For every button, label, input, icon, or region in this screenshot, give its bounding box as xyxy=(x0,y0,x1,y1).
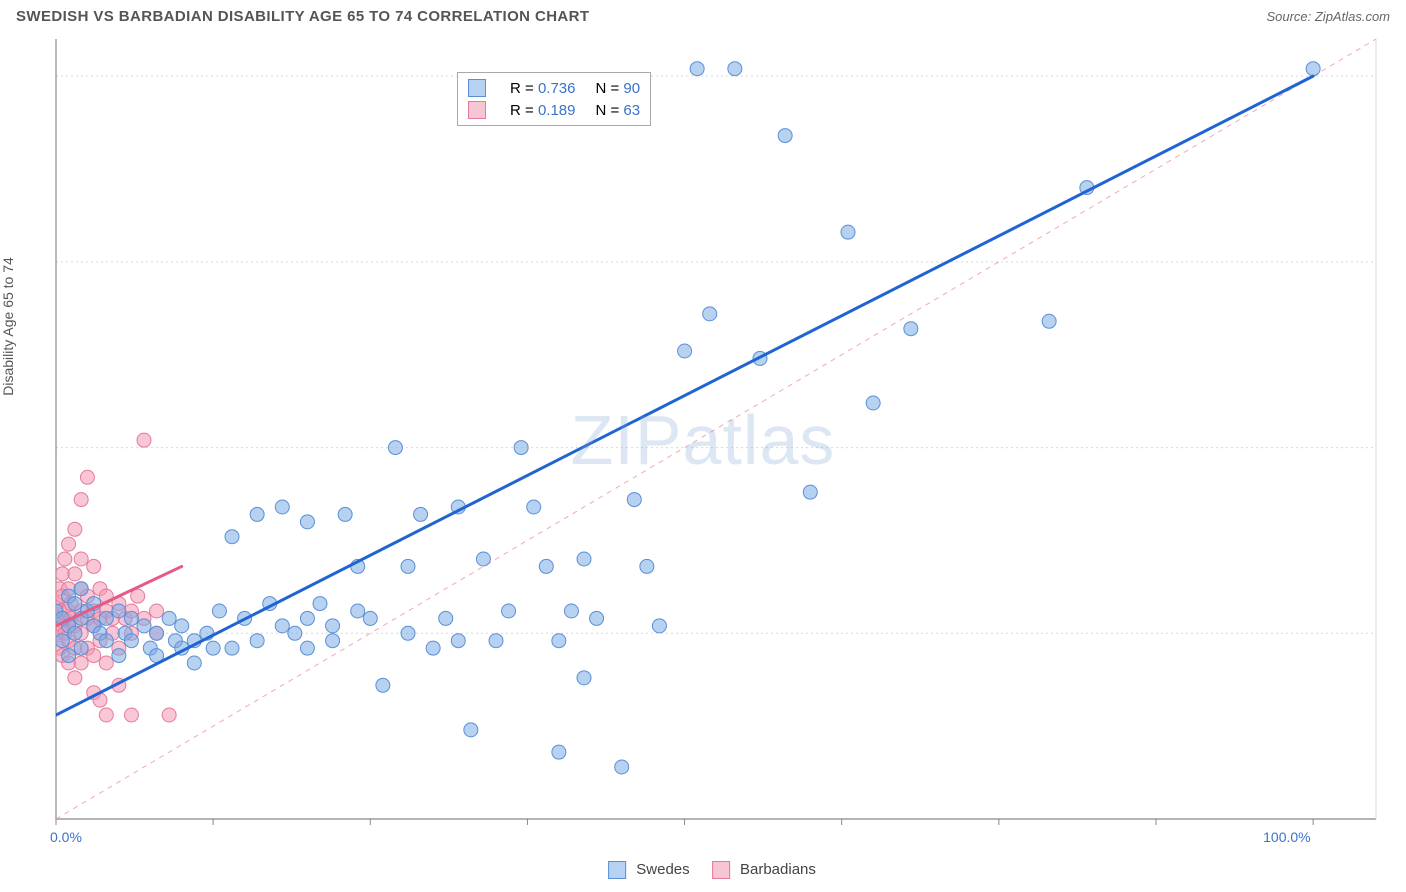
stats-row-swedes: R = 0.736 N = 90 xyxy=(458,77,650,99)
swedes-legend-label: Swedes xyxy=(636,861,689,878)
barbadians-legend-swatch-icon xyxy=(712,861,730,879)
swedes-r-value: 0.736 xyxy=(538,80,576,97)
barbadians-swatch-icon xyxy=(468,101,486,119)
swedes-legend-swatch-icon xyxy=(608,861,626,879)
y-axis-label: Disability Age 65 to 74 xyxy=(0,257,16,396)
scatter-chart xyxy=(0,29,1406,849)
correlation-stats-box: R = 0.736 N = 90 R = 0.189 N = 63 xyxy=(457,72,651,126)
stat-label-n: N = xyxy=(595,80,619,97)
x-tick-label: 100.0% xyxy=(1263,829,1310,845)
stat-label-r: R = xyxy=(510,102,534,119)
barbadians-legend-label: Barbadians xyxy=(740,861,816,878)
y-tick-label: 25.0% xyxy=(1380,625,1406,641)
swedes-swatch-icon xyxy=(468,79,486,97)
chart-title: SWEDISH VS BARBADIAN DISABILITY AGE 65 T… xyxy=(16,8,589,25)
barbadians-n-value: 63 xyxy=(623,102,640,119)
stat-label-r: R = xyxy=(510,80,534,97)
chart-area: Disability Age 65 to 74 ZIPatlas R = 0.7… xyxy=(0,29,1406,885)
swedes-n-value: 90 xyxy=(623,80,640,97)
y-tick-label: 50.0% xyxy=(1380,440,1406,456)
barbadians-r-value: 0.189 xyxy=(538,102,576,119)
y-tick-label: 75.0% xyxy=(1380,254,1406,270)
y-tick-label: 100.0% xyxy=(1380,68,1406,84)
source-attribution: Source: ZipAtlas.com xyxy=(1266,9,1390,24)
stats-row-barbadians: R = 0.189 N = 63 xyxy=(458,99,650,121)
stat-label-n: N = xyxy=(595,102,619,119)
chart-legend: Swedes Barbadians xyxy=(590,861,816,879)
x-tick-label: 0.0% xyxy=(50,829,82,845)
